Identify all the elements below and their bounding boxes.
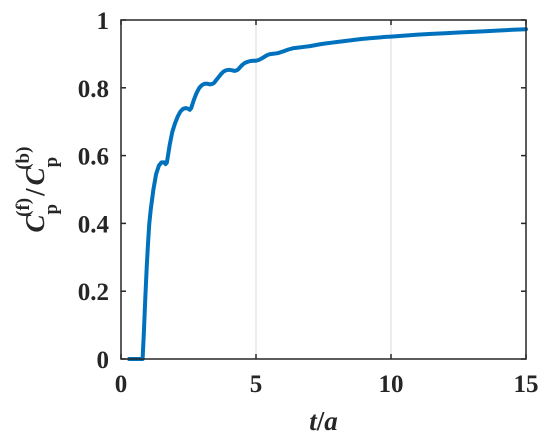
y-tick-label: 0.2 [78, 279, 109, 306]
y-axis-label: Cp (f)/ Cp (b) [13, 147, 62, 233]
plot-frame [120, 19, 527, 360]
grid-lines [255, 20, 392, 359]
x-axis-var: t [309, 406, 318, 436]
plot-lines [127, 27, 528, 361]
x-tick-label: 10 [379, 371, 404, 398]
x-tick-label: 0 [115, 371, 128, 398]
x-tick-label: 15 [514, 371, 539, 398]
y-tick-label: 1 [97, 8, 110, 35]
x-axis-label: t/a [309, 406, 338, 436]
x-axis-denom: a [324, 406, 338, 436]
y-tick-label: 0 [97, 347, 110, 374]
x-axis-sep: / [316, 406, 325, 436]
axis-ticks [120, 19, 527, 360]
y-tick-label: 0.8 [78, 76, 109, 103]
y-tick-label: 0.6 [78, 144, 109, 171]
x-tick-label: 5 [250, 371, 263, 398]
y-den-sym: C [20, 166, 50, 185]
y-tick-label: 0.4 [78, 211, 110, 238]
y-sep: / [20, 188, 50, 197]
y-num-sym: C [20, 213, 50, 232]
tick-labels: 0 5 10 15 0 0.2 0.4 0.6 0.8 1 [78, 8, 539, 398]
y-num-sup: (f) [13, 198, 34, 217]
y-den-sup: (b) [13, 147, 34, 170]
series-line [127, 27, 528, 361]
y-num-sub: p [41, 204, 62, 215]
y-den-sub: p [41, 157, 62, 168]
